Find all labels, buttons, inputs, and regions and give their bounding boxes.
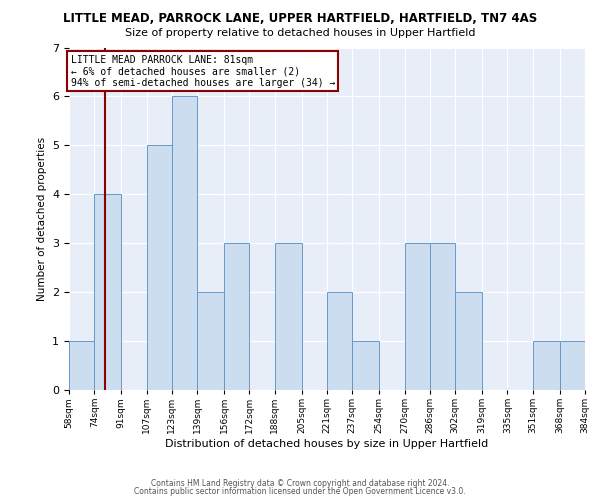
Bar	[533, 341, 560, 390]
Bar	[197, 292, 224, 390]
Y-axis label: Number of detached properties: Number of detached properties	[37, 136, 47, 301]
Bar	[94, 194, 121, 390]
Bar	[560, 341, 585, 390]
Bar	[172, 96, 197, 390]
Bar	[352, 341, 379, 390]
Bar	[430, 243, 455, 390]
Bar	[455, 292, 482, 390]
Text: LITTLE MEAD PARROCK LANE: 81sqm
← 6% of detached houses are smaller (2)
94% of s: LITTLE MEAD PARROCK LANE: 81sqm ← 6% of …	[71, 55, 335, 88]
Bar	[275, 243, 302, 390]
Bar	[69, 341, 94, 390]
Bar	[146, 146, 172, 390]
Text: LITTLE MEAD, PARROCK LANE, UPPER HARTFIELD, HARTFIELD, TN7 4AS: LITTLE MEAD, PARROCK LANE, UPPER HARTFIE…	[63, 12, 537, 26]
Bar	[224, 243, 250, 390]
Text: Size of property relative to detached houses in Upper Hartfield: Size of property relative to detached ho…	[125, 28, 475, 38]
X-axis label: Distribution of detached houses by size in Upper Hartfield: Distribution of detached houses by size …	[166, 439, 488, 449]
Text: Contains HM Land Registry data © Crown copyright and database right 2024.: Contains HM Land Registry data © Crown c…	[151, 478, 449, 488]
Bar	[404, 243, 430, 390]
Text: Contains public sector information licensed under the Open Government Licence v3: Contains public sector information licen…	[134, 487, 466, 496]
Bar	[327, 292, 352, 390]
